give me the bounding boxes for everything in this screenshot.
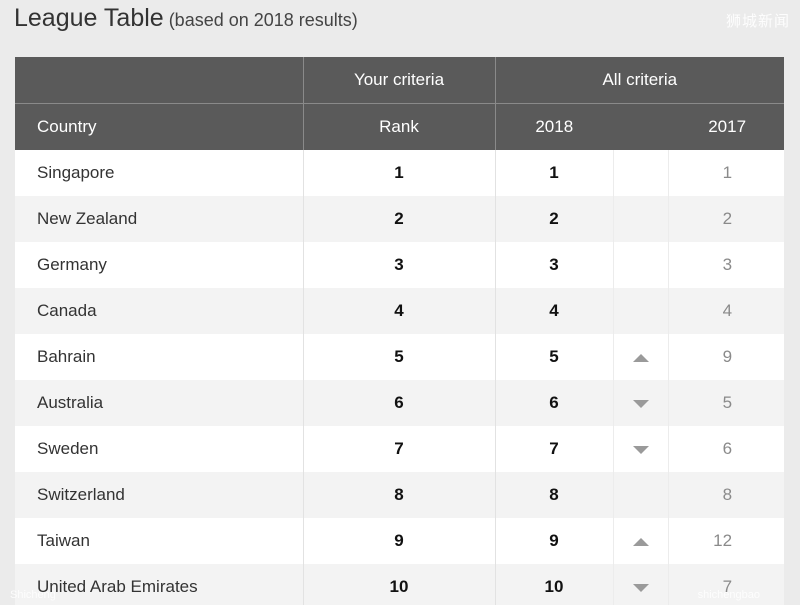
cell-rank: 7 xyxy=(302,426,495,472)
watermark-bottom-right: shichengbao xyxy=(697,589,760,601)
table-row[interactable]: United Arab Emirates 10 10 7 xyxy=(15,564,784,605)
table-row[interactable]: New Zealand 2 2 2 xyxy=(15,196,784,242)
table-row[interactable]: Canada 4 4 4 xyxy=(15,288,784,334)
cell-trend xyxy=(612,518,668,564)
column-header-trend xyxy=(613,103,668,150)
triangle-up-icon xyxy=(632,353,649,362)
cell-rank: 3 xyxy=(302,242,495,288)
column-header-2017[interactable]: 2017 xyxy=(668,103,784,150)
cell-trend xyxy=(612,288,668,334)
cell-country: Canada xyxy=(15,288,303,334)
cell-rank-2017: 6 xyxy=(667,426,784,472)
cell-trend xyxy=(612,564,668,605)
cell-rank: 8 xyxy=(302,472,495,518)
cell-country: Sweden xyxy=(15,426,303,472)
cell-rank-2018: 8 xyxy=(494,472,613,518)
cell-country: Bahrain xyxy=(15,334,303,380)
cell-country: Singapore xyxy=(15,150,303,196)
watermark-top-right: 狮城新闻 xyxy=(725,13,790,30)
table-row[interactable]: Australia 6 6 5 xyxy=(15,380,784,426)
cell-trend xyxy=(612,196,668,242)
watermark-bottom-left: Shicheng xyxy=(10,589,56,601)
cell-rank-2018: 4 xyxy=(494,288,613,334)
cell-trend xyxy=(612,472,668,518)
league-table: Your criteria All criteria Country Rank … xyxy=(15,57,784,605)
table-row[interactable]: Switzerland 8 8 8 xyxy=(15,472,784,518)
cell-rank-2017: 1 xyxy=(667,150,784,196)
table-row[interactable]: Taiwan 9 9 12 xyxy=(15,518,784,564)
league-table-container: Your criteria All criteria Country Rank … xyxy=(15,57,784,605)
cell-rank-2018: 6 xyxy=(494,380,613,426)
cell-country: Taiwan xyxy=(15,518,303,564)
cell-rank-2017: 5 xyxy=(667,380,784,426)
cell-rank-2018: 1 xyxy=(494,150,613,196)
cell-trend xyxy=(612,242,668,288)
triangle-up-icon xyxy=(632,537,649,546)
cell-rank-2017: 3 xyxy=(667,242,784,288)
cell-trend xyxy=(612,150,668,196)
cell-rank: 2 xyxy=(302,196,495,242)
cell-country: New Zealand xyxy=(15,196,303,242)
cell-rank: 5 xyxy=(302,334,495,380)
triangle-down-icon xyxy=(632,445,649,454)
cell-rank-2017: 7 xyxy=(667,564,784,605)
table-row[interactable]: Bahrain 5 5 9 xyxy=(15,334,784,380)
triangle-down-icon xyxy=(632,583,649,592)
table-row[interactable]: Sweden 7 7 6 xyxy=(15,426,784,472)
cell-rank: 10 xyxy=(302,564,495,605)
cell-rank-2017: 4 xyxy=(667,288,784,334)
page-title: League Table (based on 2018 results) xyxy=(14,4,358,34)
cell-rank-2017: 9 xyxy=(667,334,784,380)
cell-rank-2017: 8 xyxy=(667,472,784,518)
cell-country: Switzerland xyxy=(15,472,303,518)
table-row[interactable]: Germany 3 3 3 xyxy=(15,242,784,288)
cell-rank: 9 xyxy=(302,518,495,564)
column-header-rank[interactable]: Rank xyxy=(302,103,495,150)
cell-rank: 4 xyxy=(302,288,495,334)
cell-country: Germany xyxy=(15,242,303,288)
cell-rank-2017: 12 xyxy=(667,518,784,564)
title-main: League Table xyxy=(14,4,164,32)
cell-rank: 1 xyxy=(302,150,495,196)
cell-country: Australia xyxy=(15,380,303,426)
cell-rank: 6 xyxy=(302,380,495,426)
header-blank xyxy=(15,57,303,104)
cell-rank-2018: 10 xyxy=(494,564,613,605)
table-body: Singapore 1 1 1 New Zealand 2 2 2 Germany 3 3 3 Cana… xyxy=(15,150,784,605)
table-header: Your criteria All criteria Country Rank … xyxy=(15,57,784,150)
header-your-criteria: Your criteria xyxy=(302,57,495,104)
cell-trend xyxy=(612,426,668,472)
header-column-row: Country Rank 2018 2017 xyxy=(15,103,784,150)
column-header-country[interactable]: Country xyxy=(15,103,303,150)
cell-trend xyxy=(612,380,668,426)
cell-trend xyxy=(612,334,668,380)
cell-rank-2018: 9 xyxy=(494,518,613,564)
cell-rank-2018: 3 xyxy=(494,242,613,288)
cell-country: United Arab Emirates xyxy=(15,564,303,605)
table-row[interactable]: Singapore 1 1 1 xyxy=(15,150,784,196)
cell-rank-2018: 5 xyxy=(494,334,613,380)
header-all-criteria: All criteria xyxy=(494,57,784,104)
cell-rank-2018: 7 xyxy=(494,426,613,472)
cell-rank-2018: 2 xyxy=(494,196,613,242)
cell-rank-2017: 2 xyxy=(667,196,784,242)
title-subtitle: (based on 2018 results) xyxy=(163,10,358,30)
header-group-row: Your criteria All criteria xyxy=(15,57,784,104)
triangle-down-icon xyxy=(632,399,649,408)
column-header-2018[interactable]: 2018 xyxy=(494,103,613,150)
